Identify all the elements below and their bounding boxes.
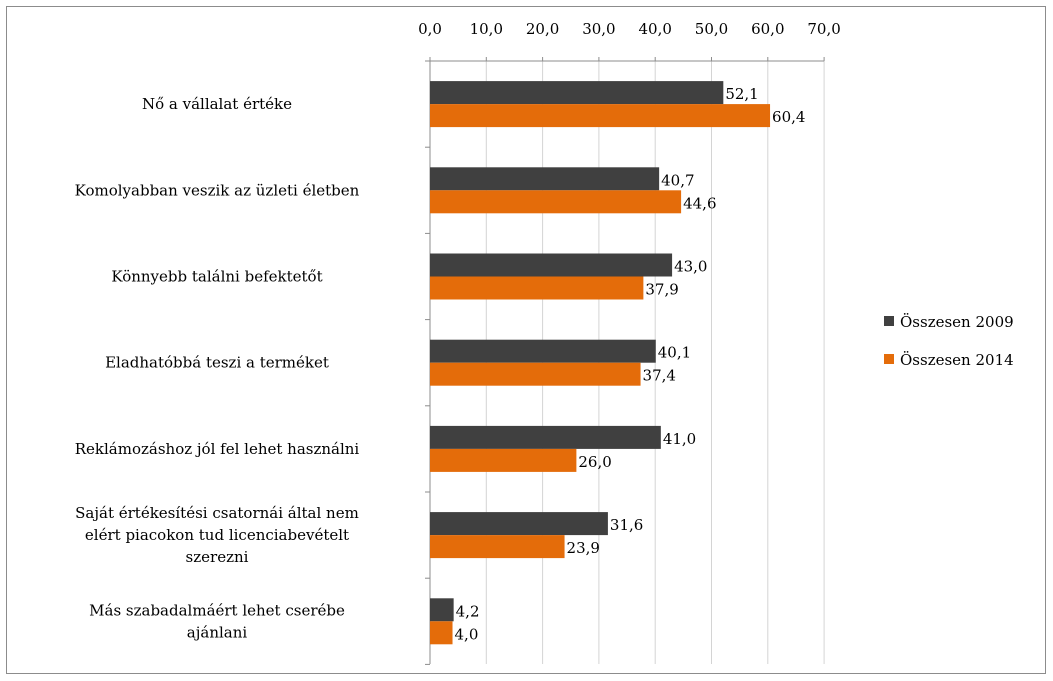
data-label: 44,6 — [683, 194, 716, 212]
data-label: 26,0 — [578, 453, 611, 471]
x-tick-label: 50,0 — [695, 20, 728, 38]
bar — [430, 425, 661, 449]
bar — [430, 190, 682, 214]
data-label: 40,1 — [658, 344, 691, 362]
x-tick-label: 60,0 — [751, 20, 784, 38]
data-label: 41,0 — [663, 430, 696, 448]
legend-label: Összesen 2014 — [900, 351, 1014, 369]
legend-swatch — [884, 316, 894, 326]
bar — [430, 598, 454, 622]
data-label: 4,0 — [455, 625, 479, 643]
data-label: 52,1 — [725, 85, 758, 103]
bar — [430, 167, 660, 191]
bar — [430, 621, 453, 645]
x-tick-label: 40,0 — [638, 20, 671, 38]
bar — [430, 362, 641, 386]
category-label: Reklámozáshoz jól fel lehet használni — [75, 440, 360, 458]
data-label: 60,4 — [772, 108, 805, 126]
category-label: Eladhatóbbá teszi a terméket — [105, 354, 329, 372]
bar — [430, 535, 565, 559]
data-label: 31,6 — [610, 516, 643, 534]
bar — [430, 81, 724, 105]
x-tick-label: 20,0 — [526, 20, 559, 38]
category-label: Más szabadalmáért lehet cserébe ajánlani — [89, 601, 345, 641]
x-tick-label: 70,0 — [807, 20, 840, 38]
bar — [430, 512, 608, 536]
legend-swatch — [884, 354, 894, 364]
category-label: Saját értékesítési csatornái által nem el… — [75, 504, 359, 566]
x-tick-label: 0,0 — [418, 20, 442, 38]
bar — [430, 253, 673, 277]
x-tick-label: 10,0 — [470, 20, 503, 38]
data-label: 40,7 — [661, 171, 694, 189]
bar — [430, 276, 644, 300]
bar — [430, 104, 771, 128]
bar — [430, 448, 577, 472]
data-label: 4,2 — [456, 602, 480, 620]
data-label: 37,4 — [643, 367, 676, 385]
x-tick-label: 30,0 — [582, 20, 615, 38]
bar — [430, 339, 656, 363]
data-label: 23,9 — [567, 539, 600, 557]
category-label: Nő a vállalat értéke — [142, 95, 292, 113]
data-label: 43,0 — [674, 258, 707, 276]
legend-label: Összesen 2009 — [900, 313, 1014, 331]
category-label: Komolyabban veszik az üzleti életben — [75, 181, 360, 199]
data-label: 37,9 — [645, 281, 678, 299]
category-label: Könnyebb találni befektetőt — [111, 268, 322, 286]
